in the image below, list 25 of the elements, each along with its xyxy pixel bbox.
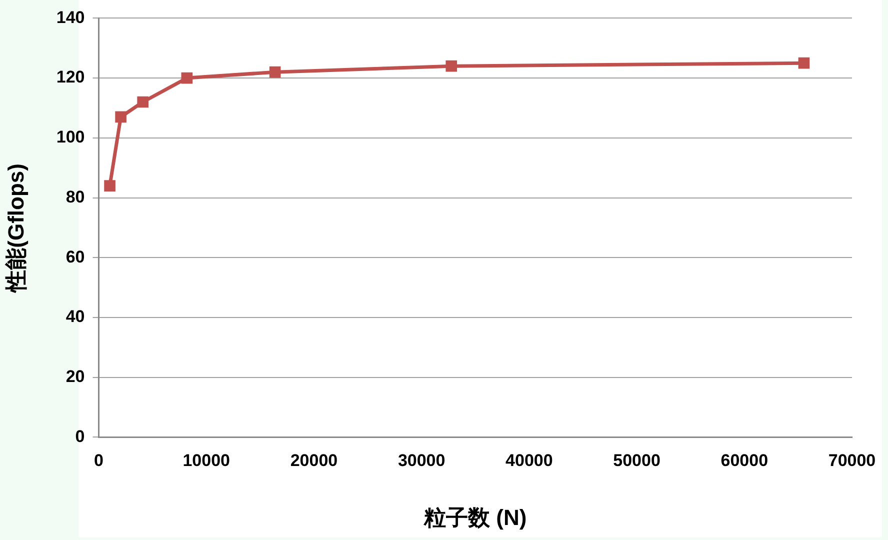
point [798,57,810,69]
y-tick-label: 100 [56,128,85,147]
x-tick-label: 0 [94,451,104,470]
point [137,96,148,108]
y-tick-label: 120 [56,68,85,87]
y-tick-label: 60 [66,247,85,266]
y-tick-label: 0 [75,426,85,446]
point [446,60,458,72]
x-tick-label: 50000 [613,451,660,470]
x-tick-label: 40000 [506,451,553,470]
x-tick-label: 70000 [828,451,876,470]
x-tick-label: 30000 [398,451,446,470]
y-tick-label: 40 [66,307,85,326]
x-tick-label: 20000 [290,451,338,470]
point [181,72,193,84]
point [269,66,281,78]
point [115,111,126,123]
x-tick-label: 10000 [182,451,230,470]
point [104,180,116,192]
y-tick-label: 20 [66,367,85,386]
y-axis-title: 性能(Gflops) [3,164,28,294]
x-axis-title: 粒子数 (N) [423,504,527,530]
x-tick-label: 60000 [720,451,768,470]
y-tick-label: 140 [56,8,85,27]
y-tick-label: 80 [66,187,85,206]
